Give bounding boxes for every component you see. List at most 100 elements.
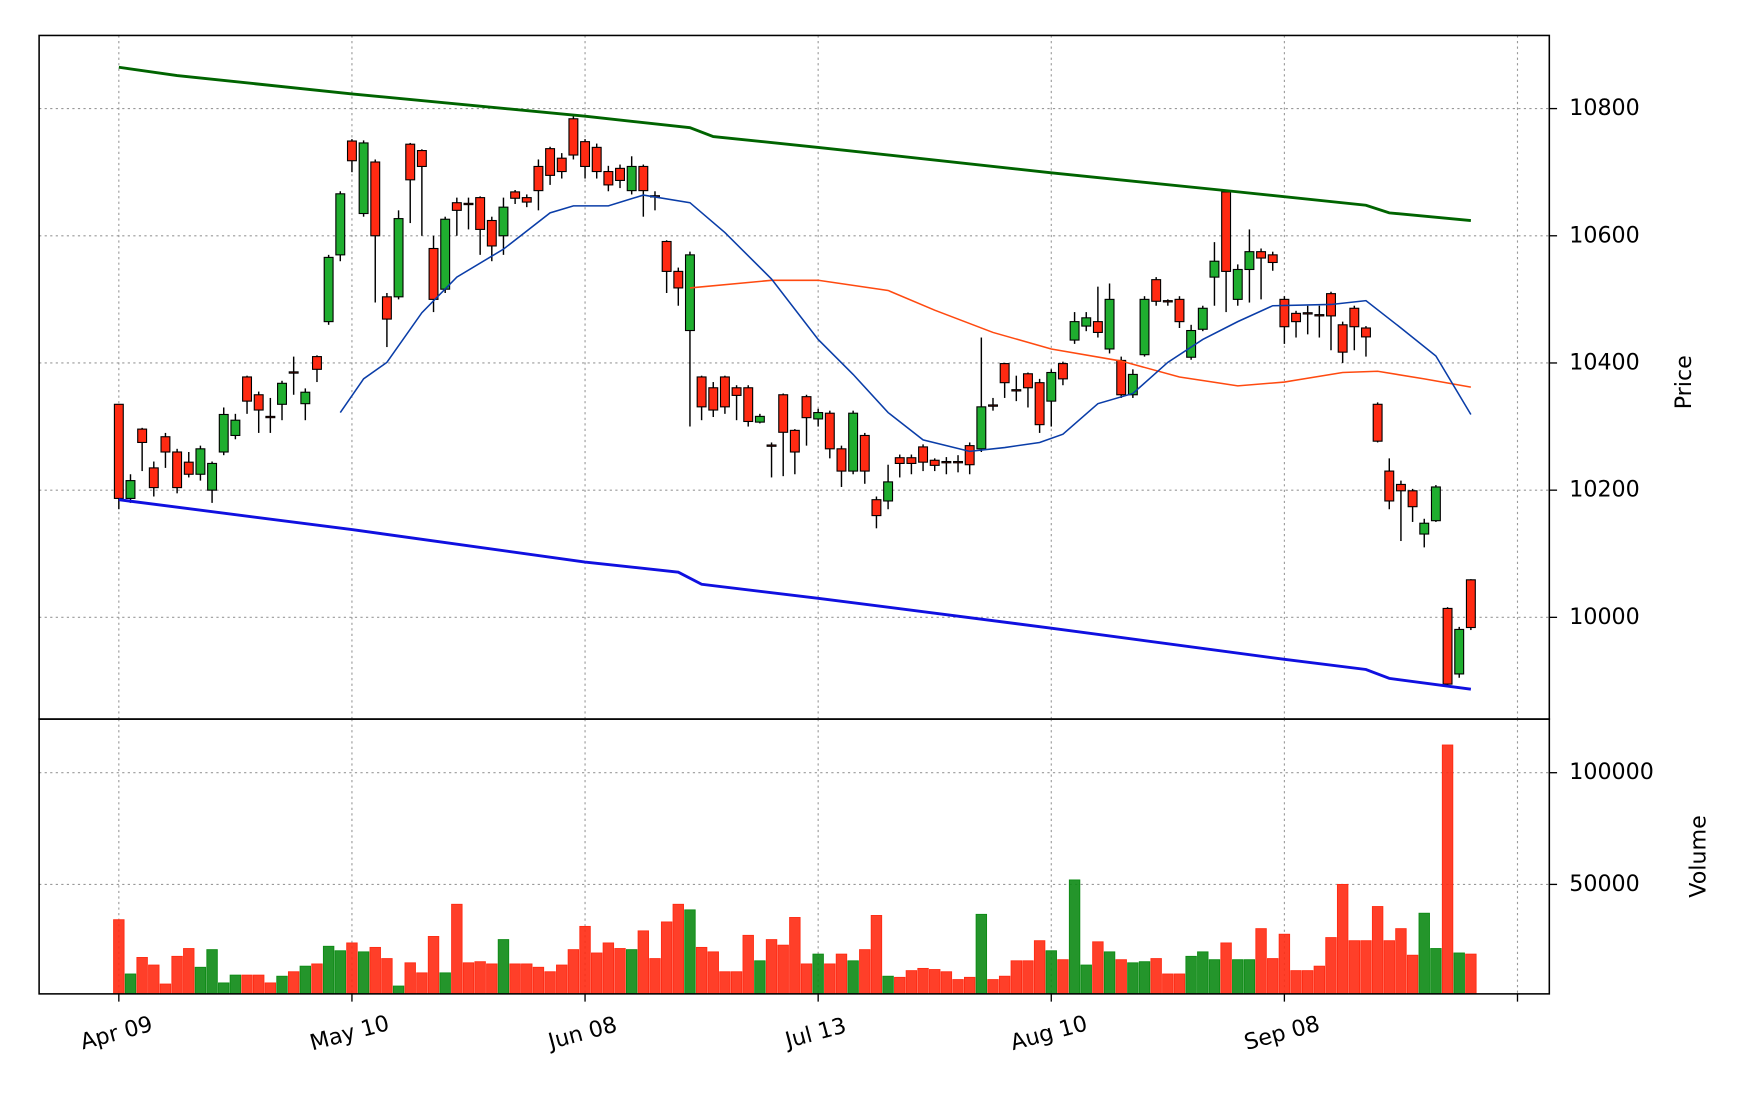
volume-bar [1232,959,1244,995]
volume-bar [1325,937,1337,995]
candle-body [638,165,649,192]
volume-bar [754,960,766,995]
candle-body [626,165,637,192]
volume-bar [835,953,848,995]
volume-bar [264,982,277,995]
candle-body [766,444,777,447]
volume-bar [1010,960,1022,995]
volume-bar [1057,959,1069,995]
volume-bar [975,913,988,995]
candle-body [743,387,754,423]
volume-bar [579,925,591,995]
x-tick-label: Apr 09 [78,1011,156,1055]
candle-body [813,412,824,420]
candle-body [1046,371,1057,402]
volume-bar [684,909,696,995]
candle-body [684,254,695,332]
volume-bar [567,949,580,995]
volume-bar [1278,933,1291,995]
candle-body [1081,317,1092,327]
candle-body [346,140,357,162]
x-tick-label: Sep 08 [1241,1011,1322,1056]
volume-bar [1127,962,1139,995]
volume-bar [276,975,288,995]
candle-body [288,371,299,374]
candle-body [1372,403,1383,442]
candle-body [976,406,987,450]
candle-body [1034,382,1045,426]
volume-bar [1313,965,1326,995]
y-tick-label: 10200 [1569,477,1639,503]
candle-body [300,391,311,405]
candle-body [1267,254,1278,264]
candle-body [498,206,509,237]
candle-body [277,382,287,405]
candle-body [451,202,462,211]
candle-body [824,412,835,450]
volume-bar [334,950,346,995]
indicator-line [689,279,1472,388]
volume-bar [695,946,708,995]
candle-body [440,218,451,290]
candle-body [848,412,859,472]
volume-bar [963,976,976,995]
candle-body [999,363,1010,384]
candle-body [1139,298,1150,356]
volume-bar [462,962,475,995]
volume-bar [614,948,626,995]
candle-body [1209,260,1220,278]
volume-bar [719,971,731,995]
volume-bar [113,919,125,995]
candle-body [463,202,474,206]
volume-bar [1267,958,1279,995]
volume-bar [486,963,498,995]
candle-body [1395,483,1406,492]
volume-bar [1348,940,1361,995]
volume-bar [1371,906,1384,995]
y-tick-label: 50000 [1569,871,1639,897]
candle-body [137,428,148,444]
candle-body [1127,373,1138,396]
volume-bar [148,964,160,995]
candle-body [906,457,917,464]
volume-bar [509,963,521,995]
candle-body [1116,359,1127,396]
volume-bar [649,958,661,995]
volume-bar [474,961,486,995]
candle-body [731,387,742,396]
candle-body [1349,307,1360,328]
volume-bar [777,944,789,995]
volume-bar [241,974,253,995]
volume-bar [730,971,743,995]
y-tick-label: 100000 [1569,759,1654,785]
volume-bar [439,972,451,995]
volume-bar [171,955,183,995]
candle-body [1104,298,1115,350]
candle-body [172,451,183,489]
indicator-line [118,498,1472,691]
volume-bar [136,957,148,995]
volume-bar [940,971,953,995]
candle-body [696,376,707,408]
candle-body [1430,486,1441,522]
candle-body [405,143,416,181]
candle-body [1232,268,1243,300]
volume-bar [742,934,754,995]
candle-body [1302,312,1313,315]
x-tick-label: Jul 13 [781,1013,850,1055]
candle-body [183,461,194,475]
candle-body [253,394,264,411]
y-tick-label: 10000 [1569,604,1639,630]
volume-bar [591,952,603,995]
volume-bar [1197,951,1209,995]
volume-bar [1103,951,1116,995]
candle-body [207,462,218,491]
candle-body [789,429,800,453]
volume-bar [1255,928,1267,995]
candle-body [428,247,439,300]
volume-bar [346,942,358,995]
volume-bar [183,948,195,995]
volume-bar [602,942,615,995]
candle-body [160,436,171,453]
volume-bar [847,960,859,995]
